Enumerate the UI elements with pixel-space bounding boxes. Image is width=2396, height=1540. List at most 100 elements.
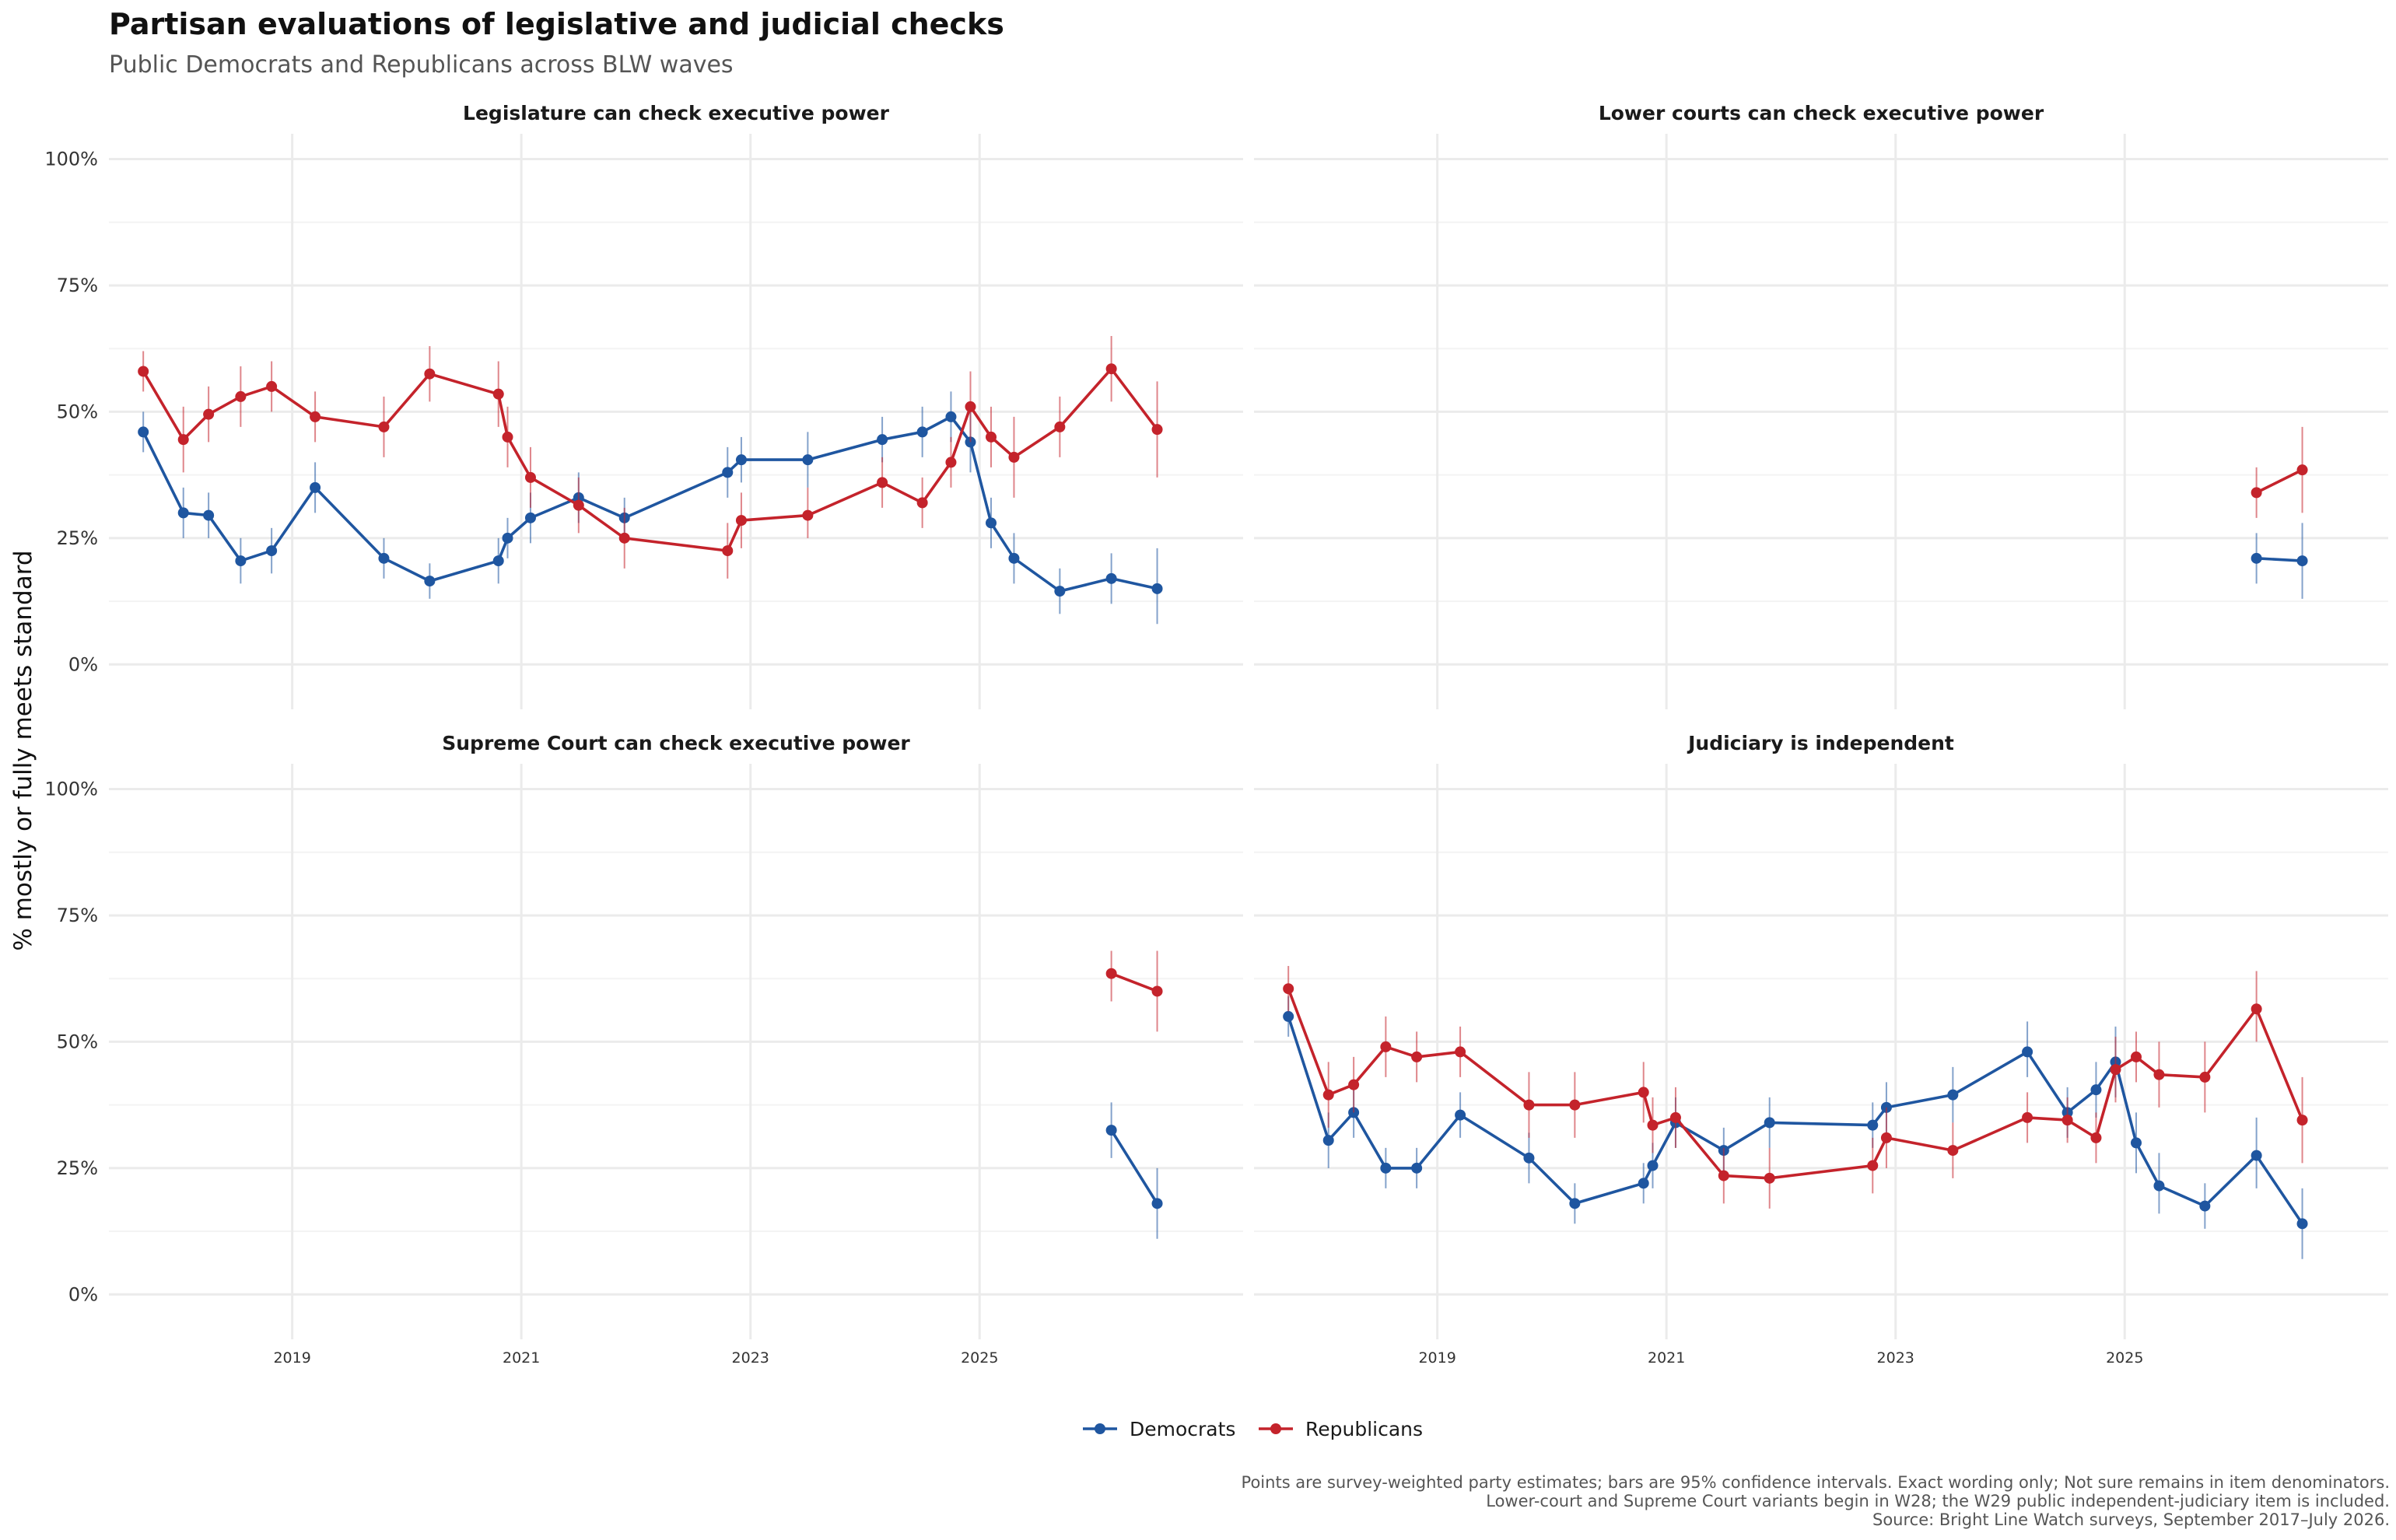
data-point xyxy=(2296,555,2308,567)
data-point xyxy=(1411,1162,1423,1174)
series-line xyxy=(142,367,1158,552)
data-point xyxy=(722,545,734,557)
data-point xyxy=(1647,1160,1659,1171)
caption-line: Lower-court and Supreme Court variants b… xyxy=(1486,1492,2390,1510)
data-point xyxy=(266,545,278,557)
data-point xyxy=(1054,586,1066,597)
data-point xyxy=(2199,1200,2211,1212)
data-point xyxy=(235,390,247,402)
data-point xyxy=(2251,1003,2262,1015)
x-tick-label: 2019 xyxy=(1418,1349,1455,1367)
data-point xyxy=(266,380,278,392)
legend-key-point xyxy=(1270,1423,1281,1434)
facet-panels: Legislature can check executive power 0% 2… xyxy=(44,102,2388,1367)
data-point xyxy=(502,431,513,443)
data-point xyxy=(203,509,215,521)
caption-line: Points are survey-weighted party estimat… xyxy=(1242,1473,2390,1492)
data-point xyxy=(1322,1135,1334,1146)
y-tick-label: 25% xyxy=(57,527,98,549)
data-point xyxy=(1380,1041,1392,1052)
series-line xyxy=(2256,557,2303,562)
data-point xyxy=(2153,1069,2165,1080)
data-point xyxy=(1105,363,1117,375)
facet-title: Legislature can check executive power xyxy=(463,102,890,124)
data-point xyxy=(1569,1099,1581,1111)
data-point xyxy=(177,507,189,519)
y-tick-label: 0% xyxy=(68,1283,98,1305)
data-point xyxy=(1054,421,1066,432)
data-point xyxy=(573,499,584,511)
data-point xyxy=(735,515,747,527)
data-point xyxy=(492,555,504,567)
data-point xyxy=(722,467,734,478)
y-axis-label: % mostly or fully meets standard xyxy=(9,550,37,950)
series-democrats xyxy=(1105,1102,1163,1239)
series-line xyxy=(1110,972,1158,993)
data-point xyxy=(2153,1180,2165,1192)
data-point xyxy=(524,512,536,523)
y-tick-label: 50% xyxy=(57,1031,98,1052)
facet-panel-4: Judiciary is independent 2019 2021 2023 2025 xyxy=(1254,732,2388,1367)
data-point xyxy=(945,411,957,422)
caption-line: Source: Bright Line Watch surveys, Septe… xyxy=(1872,1510,2390,1529)
data-point xyxy=(735,454,747,466)
data-point xyxy=(877,434,888,446)
x-tick-label: 2023 xyxy=(1877,1349,1914,1367)
data-point xyxy=(1283,1010,1294,1022)
series-line xyxy=(2255,468,2303,495)
series-republicans xyxy=(1105,950,1163,1032)
data-point xyxy=(1669,1111,1681,1123)
facet-panel-1: Legislature can check executive power 0% 2… xyxy=(44,102,1243,709)
data-point xyxy=(802,454,814,466)
data-point xyxy=(1569,1198,1581,1209)
data-point xyxy=(492,388,504,400)
x-tick-label: 2025 xyxy=(961,1349,998,1367)
data-point xyxy=(1647,1119,1659,1131)
data-point xyxy=(1283,983,1294,995)
data-point xyxy=(1105,968,1117,979)
series-republicans xyxy=(2251,426,2308,518)
data-point xyxy=(177,434,189,446)
data-point xyxy=(1105,572,1117,584)
legend-label: Republicans xyxy=(1305,1418,1423,1440)
y-tick-label: 0% xyxy=(68,653,98,675)
data-point xyxy=(424,368,436,380)
series-line xyxy=(142,415,1158,593)
facet-panel-2: Lower courts can check executive power xyxy=(1254,102,2388,709)
data-point xyxy=(2251,487,2262,499)
x-tick-label: 2025 xyxy=(2106,1349,2143,1367)
data-point xyxy=(2296,1218,2308,1230)
data-point xyxy=(1718,1170,1729,1181)
data-point xyxy=(2061,1115,2073,1126)
data-point xyxy=(2296,1115,2308,1126)
data-point xyxy=(2199,1071,2211,1083)
data-point xyxy=(1008,552,1020,564)
legend-item: Republicans xyxy=(1259,1418,1423,1440)
data-point xyxy=(1105,1125,1117,1136)
data-point xyxy=(916,426,928,438)
data-point xyxy=(2131,1051,2142,1062)
series-line xyxy=(1287,988,2304,1180)
data-point xyxy=(1455,1109,1466,1121)
data-point xyxy=(502,532,513,544)
data-point xyxy=(1523,1099,1535,1111)
data-point xyxy=(1947,1145,1959,1157)
y-tick-label: 100% xyxy=(44,149,98,170)
caption: Points are survey-weighted party estimat… xyxy=(1242,1473,2390,1529)
y-tick-label: 50% xyxy=(57,401,98,422)
data-point xyxy=(1880,1132,1892,1143)
data-point xyxy=(310,411,321,422)
y-tick-label: 75% xyxy=(57,275,98,296)
data-point xyxy=(1151,1198,1163,1209)
facet-title: Judiciary is independent xyxy=(1687,732,1954,754)
data-point xyxy=(2022,1111,2033,1123)
y-tick-label: 75% xyxy=(57,905,98,926)
x-tick-label: 2021 xyxy=(1648,1349,1685,1367)
data-point xyxy=(1764,1117,1775,1129)
data-point xyxy=(378,421,390,432)
data-point xyxy=(203,408,215,420)
data-point xyxy=(2251,552,2262,564)
data-point xyxy=(986,431,997,443)
data-point xyxy=(1455,1046,1466,1058)
chart-title: Partisan evaluations of legislative and … xyxy=(109,7,1004,41)
